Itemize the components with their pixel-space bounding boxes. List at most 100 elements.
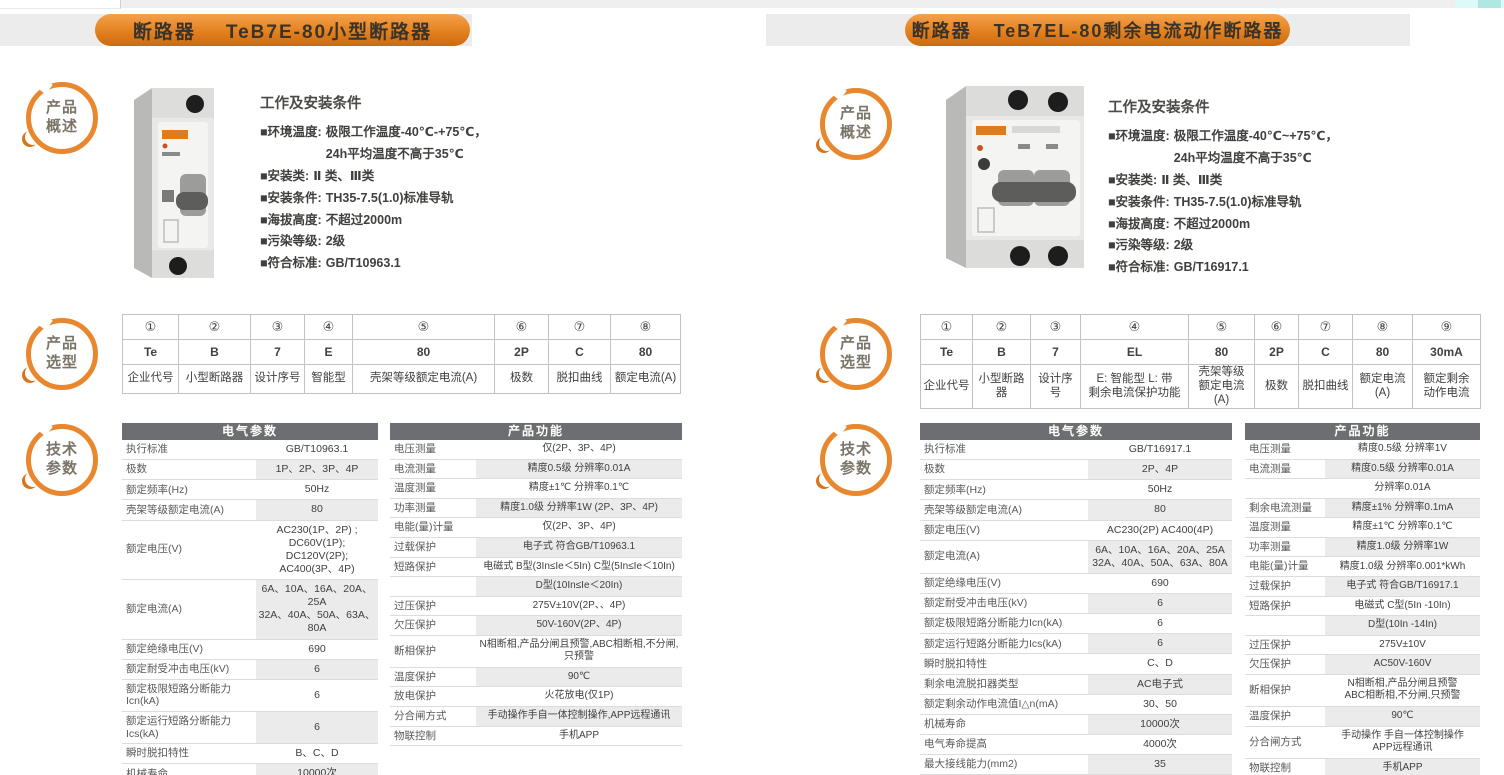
product-title-pill-right: 断路器 TeB7EL-80剩余电流动作断路器 — [905, 14, 1290, 46]
selection-cell: ⑥ — [1255, 315, 1299, 340]
selection-cell: 智能型 — [305, 365, 353, 394]
param-value: 精度0.5级 分辨率1V — [1358, 443, 1447, 455]
table-row: 极数 2P、4P — [920, 460, 1232, 481]
param-value: 分辨率0.01A — [1374, 482, 1431, 494]
electrical-parameters-table-right: 电气参数 执行标准 GB/T16917.1 极数 2P、4P 额定频率(Hz) 50Hz 壳架… — [920, 423, 1232, 775]
param-value: 电子式 符合GB/T10963.1 — [476, 537, 682, 557]
param-value: 精度1.0级 分辨率1W — [1325, 537, 1480, 557]
param-value: 6A、10A、16A、20A、25A 32A、40A、50A、63A、80A — [256, 580, 378, 639]
condition-label: ■安装类: — [1108, 172, 1158, 187]
condition-item: ■环境温度: 极限工作温度-40℃-+75℃， 24h平均温度不高于35℃ — [260, 122, 600, 166]
table-row: 温度保护 90℃ — [390, 667, 682, 688]
conditions-list: ■环境温度: 极限工作温度-40℃~+75℃， 24h平均温度不高于35℃ ■安装类… — [1108, 126, 1488, 279]
param-label: 极数 — [924, 463, 945, 476]
param-value: 6 — [256, 659, 378, 679]
condition-label: ■海拔高度: — [1108, 216, 1170, 231]
selection-cell: ② — [973, 315, 1031, 340]
table-row: 额定绝缘电压(V) 690 — [122, 640, 378, 660]
selection-cell: 壳架等级额定电流(A) — [353, 365, 495, 394]
product-category: 断路器 — [132, 21, 196, 43]
table-row: 机械寿命 10000次 — [122, 764, 378, 775]
param-value: 仅(2P、3P、4P) — [542, 443, 616, 455]
param-value: N相断相,产品分闸且预警,ABC相断相,不分闸,只预警 — [479, 638, 679, 663]
table-row: 物联控制 手机APP — [390, 727, 682, 747]
param-value: AC电子式 — [1088, 674, 1232, 694]
param-label: 额定频率(Hz) — [126, 483, 188, 496]
table-row: 过压保护 275V±10V — [1245, 636, 1480, 656]
param-value: 火花放电(仅1P) — [544, 690, 614, 702]
param-value: 4000次 — [1143, 737, 1177, 750]
installation-conditions-right: 工作及安装条件 ■环境温度: 极限工作温度-40℃~+75℃， 24h平均温度不高… — [1108, 96, 1488, 279]
param-value: 精度0.5级 分辨率0.01A — [1325, 459, 1480, 479]
param-label: 电压测量 — [394, 443, 436, 455]
selection-cell: ⑤ — [1189, 315, 1255, 340]
selection-cell: ⑧ — [1353, 315, 1413, 340]
param-label: 温度保护 — [394, 670, 436, 683]
condition-item: ■安装类: Ⅱ 类、Ⅲ类 — [1108, 170, 1488, 192]
table-row: 过压保护 275V±10V(2P、、4P) — [390, 597, 682, 617]
selection-cell: 小型断路器 — [179, 365, 251, 394]
selection-cell: Te — [921, 340, 973, 365]
table-row: D型(10In≤Ie＜20In) — [390, 577, 682, 597]
param-label: 机械寿命 — [126, 767, 168, 775]
param-label — [390, 577, 476, 596]
condition-label: ■污染等级: — [260, 234, 322, 249]
param-label: 额定极限短路分断能力Icn(kA) — [924, 617, 1063, 630]
table-row: 壳架等级额定电流(A) 80 — [920, 500, 1232, 521]
selection-cell: 2P — [495, 340, 549, 365]
condition-value: 极限工作温度-40℃~+75℃， 24h平均温度不高于35℃ — [1173, 129, 1339, 165]
param-label: 最大接线能力(mm2) — [924, 758, 1018, 771]
param-value: AC230(1P、2P) ; DC60V(1P); DC120V(2P); AC… — [276, 523, 358, 575]
param-value: 精度0.5级 分辨率0.01A — [476, 459, 682, 479]
product-functions-table-left: 产品功能 电压测量 仅(2P、3P、4P) 电流测量 精度0.5级 分辨率0.01A 温度… — [390, 423, 682, 747]
badge-label: 产品 概述 — [45, 99, 78, 135]
condition-value: TH35-7.5(1.0)标准导轨 — [1173, 194, 1302, 209]
condition-value: 不超过2000m — [325, 212, 403, 227]
selection-cell: 极数 — [495, 365, 549, 394]
table-row: 额定剩余动作电流值I△n(mA) 30、50 — [920, 695, 1232, 715]
condition-item: ■环境温度: 极限工作温度-40℃~+75℃， 24h平均温度不高于35℃ — [1108, 126, 1488, 170]
selection-cell: ② — [179, 315, 251, 340]
param-value: AC230(2P) AC400(4P) — [1106, 523, 1214, 536]
param-label: 电压测量 — [1249, 443, 1291, 455]
param-label: 额定运行短路分断能力Ics(kA) — [924, 637, 1062, 650]
table-row: 短路保护 电磁式 C型(5In -10In) — [1245, 597, 1480, 617]
product-model-name: TeB7EL-80剩余电流动作断路器 — [993, 21, 1284, 41]
selection-cell: ⑨ — [1413, 315, 1481, 340]
model-selection-table-left: ① ② ③ ④ ⑤ ⑥ ⑦ ⑧ Te B 7 E 80 2P C 80 企业代号 小型断路器 设计序号 智能型 壳架等级… — [122, 314, 681, 394]
condition-value: TH35-7.5(1.0)标准导轨 — [325, 190, 454, 205]
product-category: 断路器 — [911, 21, 972, 41]
param-value: GB/T10963.1 — [285, 443, 349, 455]
table-row: 额定电流(A) 6A、10A、16A、20A、25A 32A、40A、50A、63… — [920, 540, 1232, 574]
param-label: 极数 — [126, 463, 147, 476]
table-row: 额定极限短路分断能力Icn(kA) 6 — [122, 680, 378, 712]
table-row: 额定电压(V) AC230(2P) AC400(4P) — [920, 521, 1232, 541]
param-value: 6 — [1157, 617, 1163, 630]
selection-cell: 80 — [1353, 340, 1413, 365]
top-strip-teal-accent — [1478, 0, 1501, 8]
condition-label: ■安装条件: — [1108, 194, 1170, 209]
param-value: 精度±1℃ 分辨率0.1℃ — [528, 482, 630, 494]
condition-item: ■海拔高度: 不超过2000m — [1108, 214, 1488, 236]
table-header: 电气参数 — [920, 423, 1232, 440]
installation-conditions-left: 工作及安装条件 ■环境温度: 极限工作温度-40℃-+75℃， 24h平均温度不高… — [260, 92, 600, 275]
selection-cell: ③ — [1031, 315, 1081, 340]
condition-label: ■海拔高度: — [260, 212, 322, 227]
param-value: 275V±10V — [1379, 638, 1426, 650]
table-row: 电能(量)计量 精度1.0级 分辨率0.001*kWh — [1245, 557, 1480, 578]
condition-value: 不超过2000m — [1173, 216, 1251, 231]
selection-cell: B — [973, 340, 1031, 365]
selection-cell: 脱扣曲线 — [549, 365, 611, 394]
condition-value: Ⅱ 类、Ⅲ类 — [1161, 172, 1223, 187]
selection-cell: 80 — [611, 340, 681, 365]
param-value: 精度±1℃ 分辨率0.1℃ — [1352, 521, 1453, 533]
param-value: GB/T16917.1 — [1128, 443, 1192, 455]
param-label: 额定绝缘电压(V) — [126, 642, 203, 655]
section-badge-overview-right: 产品 概述 — [820, 88, 892, 160]
selection-cell: ⑤ — [353, 315, 495, 340]
selection-cell: 小型断路器 — [973, 365, 1031, 410]
table-row: 瞬时脱扣特性 C、D — [920, 654, 1232, 675]
param-value: B、C、D — [295, 747, 339, 760]
table-row: 执行标准 GB/T16917.1 — [920, 440, 1232, 461]
param-value: 80 — [256, 500, 378, 520]
